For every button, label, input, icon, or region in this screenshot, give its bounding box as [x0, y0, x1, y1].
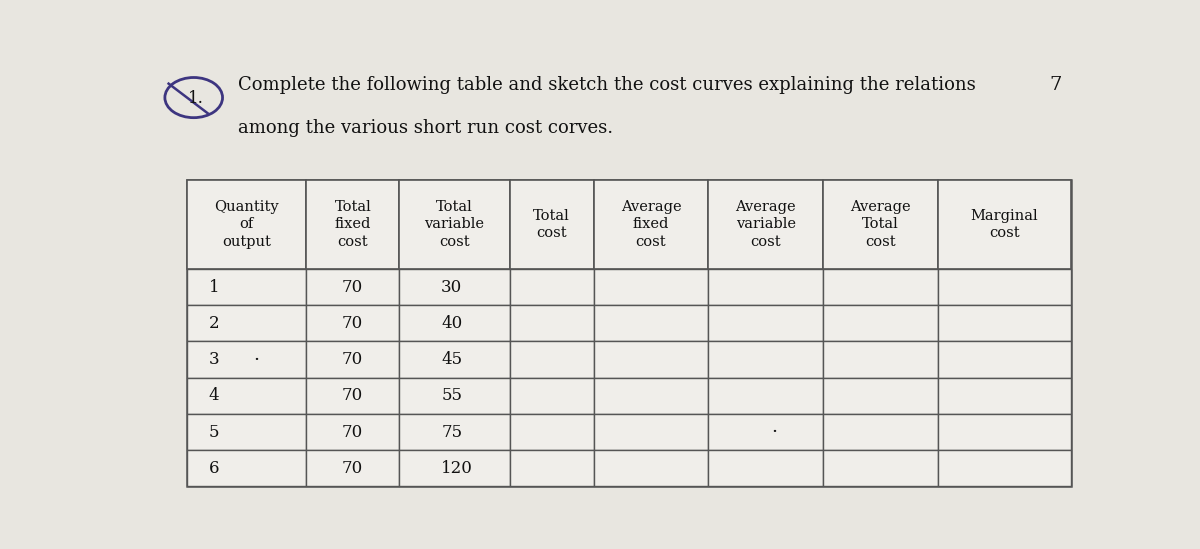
Bar [708, 414, 823, 450]
Text: 70: 70 [342, 315, 362, 332]
Bar [594, 305, 708, 341]
Text: 45: 45 [442, 351, 462, 368]
Bar [187, 341, 306, 378]
Text: Total
cost: Total cost [533, 209, 570, 240]
Text: among the various short run cost corves.: among the various short run cost corves. [239, 119, 613, 137]
Bar [823, 414, 938, 450]
Bar [306, 378, 400, 414]
Bar [823, 305, 938, 341]
Text: Quantity
of
output: Quantity of output [215, 200, 280, 249]
Bar [938, 269, 1070, 305]
Text: 6: 6 [209, 460, 220, 477]
Bar [187, 450, 306, 486]
Bar [400, 378, 510, 414]
Text: 55: 55 [442, 388, 462, 404]
Text: ·: · [253, 351, 259, 368]
Text: Average
fixed
cost: Average fixed cost [620, 200, 682, 249]
Bar [594, 269, 708, 305]
Bar [708, 341, 823, 378]
Bar [510, 180, 594, 269]
Bar [938, 341, 1070, 378]
Bar [510, 414, 594, 450]
Text: 2: 2 [209, 315, 220, 332]
Bar [594, 450, 708, 486]
Text: 1: 1 [209, 278, 220, 295]
Bar [400, 341, 510, 378]
Bar [400, 414, 510, 450]
Text: ·: · [772, 423, 778, 441]
Bar [938, 378, 1070, 414]
Bar [594, 341, 708, 378]
Text: 70: 70 [342, 278, 362, 295]
Bar [938, 305, 1070, 341]
Text: 30: 30 [442, 278, 462, 295]
Bar [187, 269, 306, 305]
Bar [187, 180, 1070, 486]
Bar [400, 450, 510, 486]
Text: 70: 70 [342, 460, 362, 477]
Bar [938, 180, 1070, 269]
Text: Average
variable
cost: Average variable cost [736, 200, 797, 249]
Bar [187, 378, 306, 414]
Bar [823, 378, 938, 414]
Text: Total
fixed
cost: Total fixed cost [335, 200, 371, 249]
Bar [708, 378, 823, 414]
Bar [708, 305, 823, 341]
Text: Total
variable
cost: Total variable cost [425, 200, 485, 249]
Bar [306, 180, 400, 269]
Text: 1.: 1. [187, 89, 204, 107]
Bar [708, 450, 823, 486]
Bar [510, 305, 594, 341]
Bar [823, 341, 938, 378]
Text: Average
Total
cost: Average Total cost [851, 200, 911, 249]
Bar [823, 269, 938, 305]
Bar [306, 450, 400, 486]
Bar [594, 414, 708, 450]
Text: 4: 4 [209, 388, 220, 404]
Bar [400, 305, 510, 341]
Bar [306, 269, 400, 305]
Bar [708, 180, 823, 269]
Text: Complete the following table and sketch the cost curves explaining the relations: Complete the following table and sketch … [239, 76, 976, 94]
Text: 70: 70 [342, 424, 362, 441]
Bar [938, 414, 1070, 450]
Text: Marginal
cost: Marginal cost [971, 209, 1038, 240]
Bar [823, 180, 938, 269]
Bar [594, 378, 708, 414]
Bar [306, 414, 400, 450]
Text: 5: 5 [209, 424, 220, 441]
Bar [510, 341, 594, 378]
Bar [708, 269, 823, 305]
Bar [400, 269, 510, 305]
Text: 7: 7 [1049, 76, 1062, 94]
Text: 3: 3 [209, 351, 220, 368]
Bar [400, 180, 510, 269]
Text: 70: 70 [342, 388, 362, 404]
Bar [187, 414, 306, 450]
Bar [510, 450, 594, 486]
Bar [938, 450, 1070, 486]
Bar [594, 180, 708, 269]
Text: 75: 75 [442, 424, 462, 441]
Bar [510, 269, 594, 305]
Text: 70: 70 [342, 351, 362, 368]
Text: 120: 120 [442, 460, 473, 477]
Bar [306, 341, 400, 378]
Text: 40: 40 [442, 315, 462, 332]
Bar [306, 305, 400, 341]
Bar [187, 180, 306, 269]
Bar [823, 450, 938, 486]
Bar [187, 305, 306, 341]
Bar [510, 378, 594, 414]
